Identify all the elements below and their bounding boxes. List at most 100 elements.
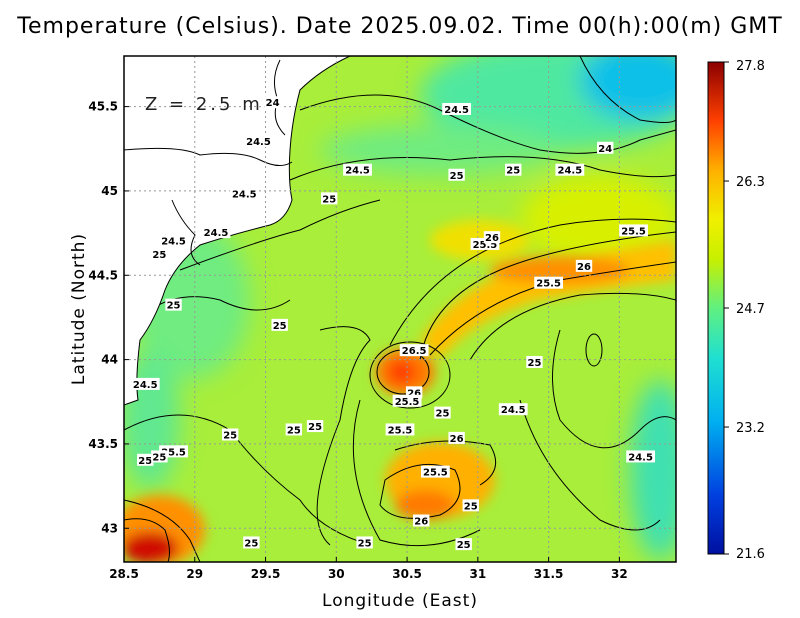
y-tick-label: 44 xyxy=(101,353,118,367)
contour-label: 25 xyxy=(450,171,464,182)
contour-label-bg xyxy=(575,259,593,272)
contour-label: 25 xyxy=(464,501,478,512)
contour-label-bg xyxy=(159,234,188,247)
contour-label: 26 xyxy=(577,262,591,273)
contour-25-north xyxy=(289,156,676,181)
contour-label: 25 xyxy=(322,194,336,205)
y-tick-label: 44.5 xyxy=(88,268,118,282)
contour-label-bg xyxy=(505,163,522,176)
contour-label: 24.5 xyxy=(232,189,257,200)
contour-label: 25.5 xyxy=(536,279,561,290)
x-axis-label: Longitude (East) xyxy=(322,591,478,611)
contour-label: 25.5 xyxy=(388,425,413,436)
contour-label: 24.5 xyxy=(628,452,653,463)
cool-region-se xyxy=(630,380,676,560)
contour-label: 24.5 xyxy=(133,380,158,391)
y-tick-label: 43.5 xyxy=(88,437,118,451)
contour-label: 24.5 xyxy=(204,228,229,239)
contour-label-bg xyxy=(306,420,324,433)
contour-label: 25.5 xyxy=(473,240,498,251)
contour-25-5-south xyxy=(469,292,676,361)
y-axis-ticks: 43 43.5 44 44.5 45 45.5 xyxy=(88,100,129,535)
contour-label-bg xyxy=(321,192,338,205)
chart-title: Temperature (Celsius). Date 2025.09.02. … xyxy=(17,14,783,39)
x-axis-ticks: 28.5 29 29.5 30 30.5 31 31.5 32 xyxy=(109,557,628,581)
hot-eddy-center xyxy=(388,360,416,384)
y-axis-label: Latitude (North) xyxy=(69,233,89,385)
contour-label-bg xyxy=(264,96,281,109)
contour-label-bg xyxy=(201,226,231,239)
contour-25-5-southern xyxy=(379,463,461,519)
contour-label-bg xyxy=(356,536,373,549)
contour-label: 24.5 xyxy=(345,166,370,177)
contour-label: 25 xyxy=(457,540,471,551)
land-border-3 xyxy=(171,199,201,266)
contour-24-5-east xyxy=(519,399,661,531)
y-tick-label: 45.5 xyxy=(88,100,118,114)
contour-label-bg xyxy=(534,276,564,289)
colorbar-tick-label: 24.7 xyxy=(736,302,765,317)
contour-label: 26 xyxy=(450,434,464,445)
contour-label: 24.5 xyxy=(501,405,526,416)
contour-label-bg xyxy=(483,231,501,244)
contour-label-bg xyxy=(137,453,154,466)
contour-label-bg xyxy=(626,450,656,463)
contour-label-bg xyxy=(385,423,415,436)
contour-label-bg xyxy=(420,465,450,478)
contour-label-bg xyxy=(399,344,429,357)
contour-label: 24.5 xyxy=(161,237,186,248)
warm-core-south xyxy=(395,490,455,520)
contour-label: 26.5 xyxy=(402,346,427,357)
contour-label: 25 xyxy=(152,250,166,261)
colorbar-tick-label: 26.3 xyxy=(736,175,765,190)
contour-label-bg xyxy=(151,450,168,463)
contour-label-bg xyxy=(455,538,472,551)
contour-26-north xyxy=(419,231,676,361)
x-tick-label: 29.5 xyxy=(251,567,281,581)
grid-lines xyxy=(124,56,676,562)
contour-label: 25 xyxy=(223,431,237,442)
x-tick-label: 31 xyxy=(469,567,486,581)
contour-label-bg xyxy=(151,248,168,261)
contour-label-bg xyxy=(229,187,259,200)
contour-25-center xyxy=(316,326,371,546)
contour-26-sw xyxy=(124,518,170,562)
contour-25-east xyxy=(552,329,676,449)
contour-label-bg xyxy=(130,377,160,390)
contour-label-bg xyxy=(442,102,472,115)
contour-label: 26 xyxy=(407,388,421,399)
contour-label-bg xyxy=(271,318,288,331)
contour-label-bg xyxy=(448,431,465,444)
cold-region-ne xyxy=(580,56,676,120)
x-tick-label: 29 xyxy=(186,567,203,581)
contour-label-bg xyxy=(343,163,372,176)
contour-25-sw-loop xyxy=(352,399,481,547)
contour-label-bg xyxy=(285,423,303,436)
contour-24-ne xyxy=(579,56,676,123)
contour-label: 24 xyxy=(598,144,612,155)
contour-label-bg xyxy=(555,163,585,176)
contour-label: 25.5 xyxy=(423,468,448,479)
contour-label-bg xyxy=(244,135,273,148)
contour-label: 25 xyxy=(167,301,181,312)
contour-label-bg xyxy=(243,536,260,549)
y-tick-label: 43 xyxy=(101,521,118,535)
contour-label: 24.5 xyxy=(246,137,271,148)
colorbar xyxy=(707,61,725,555)
depth-annotation: Z = 2.5 m xyxy=(145,94,263,115)
contour-label: 25 xyxy=(308,422,322,433)
contour-small-east xyxy=(585,333,603,367)
contour-label-bg xyxy=(448,168,465,181)
land-border-1 xyxy=(124,147,293,166)
x-tick-label: 31.5 xyxy=(534,567,564,581)
contour-25-5-sw xyxy=(124,499,201,562)
contour-label-bg xyxy=(498,403,528,416)
contour-label: 24.5 xyxy=(558,166,583,177)
contour-label: 26 xyxy=(414,517,428,528)
warm-core-ridge xyxy=(490,256,630,284)
contour-label: 25 xyxy=(244,538,258,549)
contour-label-bg xyxy=(597,141,614,154)
contour-label: 24.5 xyxy=(444,105,469,116)
contour-eddy-outer xyxy=(369,341,451,409)
contour-label-bg xyxy=(165,298,182,311)
